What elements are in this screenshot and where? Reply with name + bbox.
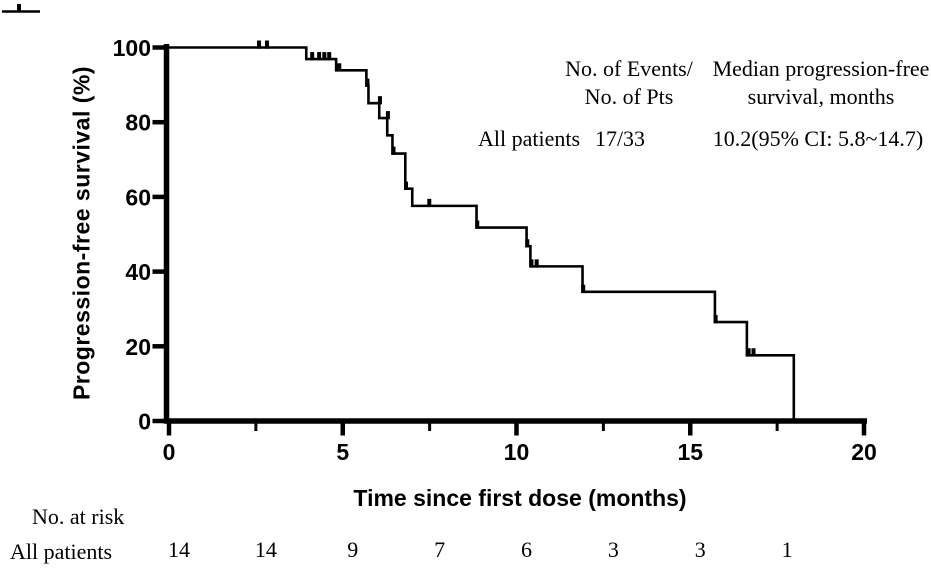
legend-header-events-line1: No. of Events/	[565, 56, 693, 81]
legend-header-median: Median progression-free survival, months	[713, 55, 930, 111]
x-tick-label: 5	[336, 439, 349, 465]
risk-numbers: 14 14 9 7 6 3 3 1	[168, 537, 793, 562]
risk-count: 1	[782, 537, 793, 562]
y-tick-label: 80	[125, 110, 151, 136]
risk-count: 3	[695, 537, 706, 562]
risk-count: 3	[608, 537, 619, 562]
x-axis-title: Time since first dose (months)	[353, 485, 687, 511]
legend-header-events: No. of Events/ No. of Pts	[565, 55, 693, 111]
km-curve-group	[169, 46, 796, 421]
km-curve	[169, 46, 796, 421]
y-tick-label: 0	[138, 409, 151, 435]
risk-count: 7	[434, 537, 445, 562]
legend-events-value: 17/33	[594, 126, 646, 151]
y-tick-label: 100	[113, 35, 151, 61]
censor-marks	[257, 40, 756, 357]
y-tick-label: 40	[125, 259, 151, 285]
legend-series-marker-icon	[2, 4, 40, 13]
legend-header-median-line2: survival, months	[747, 84, 895, 109]
x-tick-label: 20	[851, 439, 877, 465]
x-tick-label: 15	[677, 439, 703, 465]
axes	[152, 44, 867, 436]
y-axis-title: Progression-free survival (%)	[68, 65, 95, 401]
x-tick-labels: 0 5 10 15 20	[163, 439, 877, 465]
risk-table-row-label: All patients	[10, 539, 113, 564]
x-tick-label: 0	[163, 439, 176, 465]
legend-header-median-line1: Median progression-free	[712, 56, 930, 81]
risk-count: 14	[168, 537, 190, 562]
y-tick-label: 20	[125, 334, 151, 360]
x-tick-label: 10	[504, 439, 530, 465]
legend-header-events-line2: No. of Pts	[584, 84, 674, 109]
y-tick-label: 60	[125, 184, 151, 210]
risk-count: 14	[255, 537, 277, 562]
risk-table-header: No. at risk	[32, 504, 125, 529]
y-tick-labels: 0 20 40 60 80 100	[113, 35, 151, 435]
risk-count: 6	[521, 537, 532, 562]
risk-count: 9	[347, 537, 358, 562]
legend-series-label: All patients	[478, 126, 581, 151]
legend-median-value: 10.2(95% CI: 5.8~14.7)	[712, 126, 924, 151]
